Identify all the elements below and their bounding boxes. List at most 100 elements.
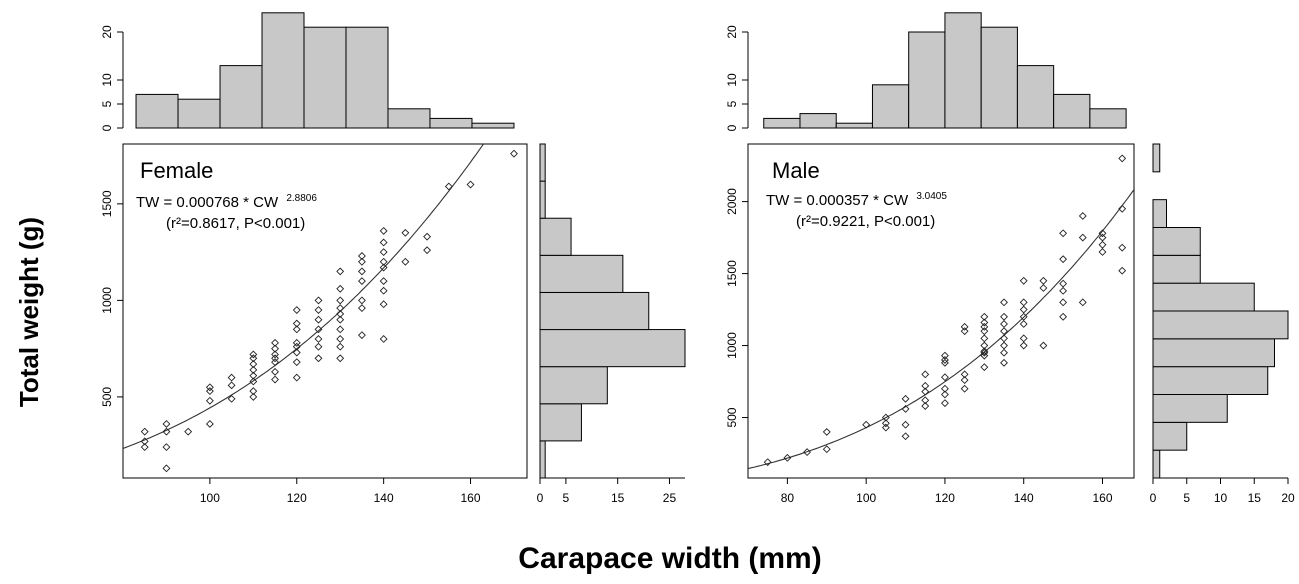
male-equation-main: TW = 0.000357 * CW [766,192,909,209]
female-data-point [314,325,323,334]
male-y-tick-label: 500 [725,407,739,427]
female-data-point [379,335,388,343]
male-data-point [1000,348,1008,357]
male-y-tick-label: 1500 [725,260,739,287]
female-data-point [357,296,366,305]
male-data-point [901,432,910,441]
male-data-point [960,376,969,385]
male-fit-curve [748,189,1134,470]
male-data-point [1059,312,1068,321]
female-data-point [357,257,366,266]
male-data-point [921,370,930,379]
male-data-point [941,384,949,393]
female-data-point [379,286,388,295]
male-data-point [921,402,930,410]
female-data-point [379,277,388,286]
female-top-hist-bar [303,26,347,129]
female-data-point [227,394,236,403]
male-data-point [1059,229,1068,238]
female-data-point [292,373,301,382]
female-data-point [271,344,279,353]
female-x-tick-label: 120 [287,491,307,505]
male-top-hist-bar [944,12,982,129]
male-right-hist-bar [1152,366,1269,395]
male-data-point [822,427,831,436]
male-data-point [1078,298,1087,307]
male-data-point [783,453,792,462]
female-data-point [423,246,432,255]
female-title: Female [140,158,213,183]
male-data-point [1000,298,1008,307]
female-data-point [379,226,388,235]
female-data-point [379,257,388,266]
male-top-hist-bar [1089,108,1127,129]
female-data-point [271,338,279,347]
male-data-point [980,322,989,331]
female-top-hist-tick-label: 10 [100,73,114,87]
female-data-point [401,257,410,266]
female-data-point [249,365,258,374]
female-data-point [314,306,323,314]
female-data-point [401,228,410,237]
male-data-point [1078,212,1087,220]
male-data-point [1098,248,1107,256]
male-equation: TW = 0.000357 * CW 3.0405 [766,191,947,209]
female-data-point [271,354,279,363]
male-data-point [1000,320,1008,328]
female-data-point [271,350,279,359]
female-data-point [292,342,301,351]
female-data-point [162,443,171,452]
female-right-hist-bar [539,254,624,293]
female-data-point [379,248,388,257]
female-data-point [379,263,388,272]
male-data-point [1019,305,1028,314]
male-data-point [1098,233,1107,242]
male-top-hist-tick-label: 20 [725,25,739,39]
male-data-point [1078,233,1087,242]
female-data-point [249,354,258,363]
male-right-hist-bar [1152,394,1228,423]
male-data-point [1039,284,1048,292]
female-top-histogram: 0 5 10 20 [100,12,515,131]
male-data-point [960,327,969,336]
male-top-hist-tick-label: 5 [725,100,739,107]
female-data-point [336,284,345,293]
female-data-point [271,367,279,376]
male-plot-frame [747,143,1135,479]
male-data-point [1019,334,1028,343]
female-x-tick-label: 140 [374,491,394,505]
female-right-hist-bar [539,291,650,331]
female-right-hist-bar [539,403,582,442]
female-data-point [357,331,366,340]
female-data-point [336,304,345,313]
female-data-point [140,437,149,446]
male-right-hist-bar [1152,199,1167,229]
female-data-point [227,373,236,382]
female-equation-exponent: 2.8806 [286,193,317,204]
female-fit-curve [123,144,484,450]
male-top-histogram: 0 5 10 20 [725,12,1127,131]
male-data-point [881,413,890,422]
female-equation-stats: (r²=0.8617, P<0.001) [166,215,305,232]
female-data-point [314,335,323,343]
male-right-hist-bar [1152,282,1255,312]
female-equation: TW = 0.000768 * CW 2.8806 [136,193,317,211]
female-y-tick-label: 500 [100,387,114,407]
female-top-hist-bar [177,98,221,129]
male-data-point [980,334,989,343]
female-data-point [292,358,301,367]
female-right-hist-bar [539,329,686,368]
female-data-point [205,420,214,428]
male-x-tick-label: 160 [1092,491,1112,505]
male-data-point [921,381,930,390]
male-data-point [1039,276,1048,285]
female-scatter-plot: 100 120 140 160 500 1000 1500 [100,143,528,505]
male-data-point [980,318,989,327]
female-right-hist-bar [539,143,546,182]
male-top-hist-bar [1016,65,1055,129]
male-right-hist-bar [1152,338,1275,368]
male-equation-exponent: 3.0405 [916,191,947,202]
female-top-hist-bar [471,122,515,129]
male-y-tick-label: 1000 [725,332,739,359]
